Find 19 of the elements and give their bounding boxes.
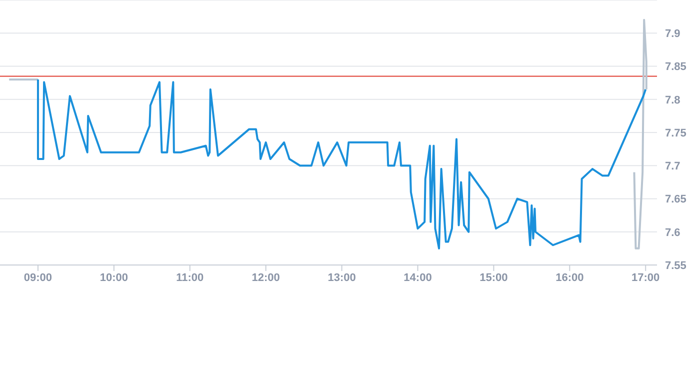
x-tick-label: 10:00	[100, 272, 128, 284]
line-series	[36, 78, 647, 250]
x-tick-label: 16:00	[556, 272, 584, 284]
y-tick-label: 7.9	[665, 28, 680, 40]
y-tick-label: 7.85	[665, 61, 686, 74]
x-tick-label: 17:00	[632, 272, 660, 284]
x-tick-label: 14:00	[404, 272, 432, 284]
x-tick-label: 13:00	[328, 272, 356, 284]
line-series	[633, 18, 648, 250]
y-tick-label: 7.8	[665, 94, 680, 106]
y-tick-label: 7.6	[665, 226, 680, 239]
y-tick-label: 7.7	[665, 160, 680, 173]
y-tick-label: 7.75	[665, 127, 686, 140]
x-tick-label: 09:00	[24, 272, 52, 284]
x-tick-label: 11:00	[176, 272, 204, 284]
x-tick-label: 12:00	[252, 272, 280, 284]
x-tick-label: 15:00	[480, 272, 508, 284]
y-tick-label: 7.65	[665, 194, 686, 206]
y-tick-label: 7.55	[665, 260, 686, 272]
